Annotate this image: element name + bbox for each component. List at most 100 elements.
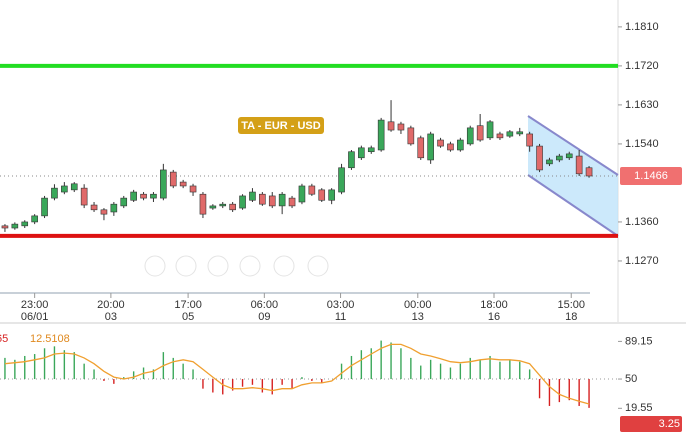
annotation-box xyxy=(238,117,324,134)
x-tick-label: 06:00 xyxy=(251,299,279,311)
candle-body xyxy=(496,133,504,139)
candle-body xyxy=(546,159,553,165)
candle-body xyxy=(575,155,583,175)
candle-body xyxy=(150,193,157,199)
nav-button[interactable] xyxy=(307,255,329,277)
candle-body xyxy=(348,151,355,169)
y-tick-label: 1.1270 xyxy=(625,255,659,267)
y-tick-label: 1.1810 xyxy=(625,21,659,33)
candle-body xyxy=(21,221,29,227)
nav-button[interactable] xyxy=(273,255,295,277)
candle-body xyxy=(278,193,286,207)
candle-body xyxy=(397,123,405,131)
candle-body xyxy=(427,133,434,161)
candle-body xyxy=(377,119,385,151)
candle-body xyxy=(80,187,88,206)
indicator-value: 12.5108 xyxy=(30,333,70,345)
x-tick-label: 23:00 xyxy=(21,299,49,311)
candle-body xyxy=(41,197,48,217)
candle-body xyxy=(120,197,128,207)
x-tick-sublabel: 09 xyxy=(258,311,270,323)
candle-body xyxy=(239,195,246,209)
candle-body xyxy=(288,197,296,207)
candle-body xyxy=(466,127,474,145)
candle-body xyxy=(189,185,197,193)
candle-body xyxy=(387,121,395,131)
candle-body xyxy=(308,185,316,195)
candle-body xyxy=(367,147,375,153)
candle-body xyxy=(130,191,137,201)
candle-body xyxy=(219,203,227,207)
y-tick-label: 1.1720 xyxy=(625,60,659,72)
oscillator-line xyxy=(4,343,590,405)
candle-body xyxy=(1,225,9,229)
x-tick-sublabel: 06/01 xyxy=(21,311,49,323)
y-tick-label: 1.1540 xyxy=(625,138,659,150)
candle-body xyxy=(338,167,345,193)
candle-body xyxy=(110,203,118,213)
candle-body xyxy=(100,209,108,215)
annotation: TA - EUR - USD xyxy=(241,120,320,132)
candle-body xyxy=(506,131,514,137)
x-tick-label: 18:00 xyxy=(480,299,508,311)
candle-body xyxy=(249,191,256,201)
candle-body xyxy=(199,193,207,215)
y-tick-label: 1.1630 xyxy=(625,99,659,111)
candle-body xyxy=(318,189,326,201)
x-tick-sublabel: 05 xyxy=(182,311,194,323)
x-tick-label: 00:00 xyxy=(404,299,432,311)
y-tick-label: 19.55 xyxy=(625,402,653,414)
x-tick-label: 20:00 xyxy=(97,299,125,311)
candle-body xyxy=(169,171,177,187)
x-tick-label: 03:00 xyxy=(327,299,355,311)
candle-body xyxy=(358,147,365,159)
candle-body xyxy=(486,121,494,139)
channel-line xyxy=(527,174,619,237)
candle-body xyxy=(229,203,236,211)
candle-body xyxy=(476,125,484,141)
x-tick-label: 15:00 xyxy=(557,299,585,311)
channel-line xyxy=(527,115,619,176)
candle-body xyxy=(51,187,58,199)
y-tick-label: 89.15 xyxy=(625,335,653,347)
candle-body xyxy=(565,153,573,159)
candle-body xyxy=(61,185,68,193)
candle-body xyxy=(536,145,543,171)
candle-body xyxy=(259,193,266,205)
candle-body xyxy=(407,127,415,145)
y-tick-label: 1.1360 xyxy=(625,216,659,228)
x-tick-sublabel: 18 xyxy=(565,311,577,323)
last-value-box xyxy=(620,415,682,432)
candle-body xyxy=(526,133,533,147)
last-price-box xyxy=(620,166,682,185)
candle-body xyxy=(437,139,444,147)
candle-body xyxy=(585,167,593,177)
candle-body xyxy=(11,223,19,229)
x-tick-sublabel: 13 xyxy=(412,311,424,323)
nav-button[interactable] xyxy=(144,255,166,277)
candle-body xyxy=(90,204,98,211)
candle-body xyxy=(328,189,335,201)
candle-body xyxy=(160,169,167,199)
indicator-param: 65 xyxy=(0,333,8,345)
candle-body xyxy=(556,155,563,161)
nav-buttons[interactable] xyxy=(144,255,329,277)
nav-button[interactable] xyxy=(175,255,197,277)
candle-body xyxy=(140,193,147,199)
candle-body xyxy=(298,185,306,203)
candle-body xyxy=(417,137,425,159)
x-tick-sublabel: 03 xyxy=(105,311,117,323)
candle-body xyxy=(179,181,187,187)
candle-body xyxy=(447,143,454,151)
last-value-label: 3.25 xyxy=(659,418,680,430)
nav-button[interactable] xyxy=(207,255,229,277)
candle-body xyxy=(268,195,276,207)
candle-body xyxy=(516,131,524,135)
nav-button[interactable] xyxy=(239,255,261,277)
candle-body xyxy=(457,139,464,151)
candle-body xyxy=(31,215,38,223)
x-tick-sublabel: 11 xyxy=(335,311,346,323)
